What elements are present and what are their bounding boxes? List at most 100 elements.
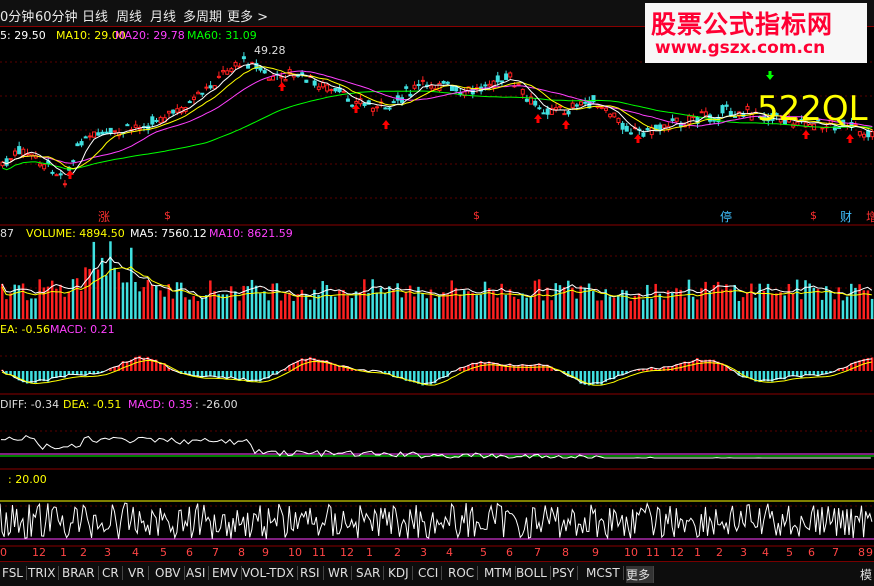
volume-bar	[542, 300, 545, 319]
date-axis-label: 3	[104, 546, 111, 559]
candle-body	[450, 86, 453, 91]
candle-body	[613, 113, 616, 117]
volume-bar	[251, 280, 254, 319]
indicator-tab-mcst[interactable]: MCST	[586, 566, 624, 580]
indicator-tab-vol-tdx[interactable]: VOL-TDX	[242, 566, 298, 580]
volume-bar	[296, 294, 299, 319]
volume-bar	[205, 295, 208, 319]
volume-bar	[18, 285, 21, 319]
indicator-tab-cci[interactable]: CCI	[418, 566, 442, 580]
tab-monthly[interactable]: 月线	[150, 6, 176, 25]
indicator-tab-mtm[interactable]: MTM	[484, 566, 516, 580]
volume-bar	[530, 296, 533, 319]
volume-bar	[679, 290, 682, 319]
candle-body	[346, 99, 349, 101]
event-marker-finance[interactable]: 财	[840, 208, 852, 225]
candle-body	[746, 106, 749, 109]
volume-bar	[838, 287, 841, 319]
volume-bar	[380, 287, 383, 319]
volume-bar	[434, 298, 437, 319]
candle-body	[575, 105, 578, 106]
volume-bar	[663, 300, 666, 319]
event-marker-increase[interactable]: 增	[866, 208, 874, 225]
candle-body	[84, 137, 87, 138]
candle-body	[222, 71, 225, 72]
indicator-tab-trix[interactable]: TRIX	[28, 566, 59, 580]
volume-bar	[555, 283, 558, 319]
volume-bar	[575, 299, 578, 319]
event-marker-suspend[interactable]: 停	[720, 208, 732, 225]
tab-weekly[interactable]: 周线	[116, 6, 142, 25]
indicator-tab-kdj[interactable]: KDJ	[388, 566, 413, 580]
candle-body	[388, 108, 391, 109]
volume-bars	[1, 241, 873, 319]
candle-body	[272, 76, 275, 80]
ma60-legend: MA60: 31.09	[187, 29, 257, 42]
candle-body	[517, 84, 520, 85]
candle-body	[101, 132, 104, 134]
ma5-line	[3, 64, 873, 176]
volume-bar	[492, 291, 495, 319]
volume-bar	[118, 272, 121, 319]
tab-more[interactable]: 更多 >	[227, 6, 268, 25]
volume-bar	[321, 281, 324, 319]
indicator-tab-psy[interactable]: PSY	[552, 566, 578, 580]
volume-bar	[534, 281, 537, 319]
volume-bar	[829, 291, 832, 319]
volume-bar	[5, 299, 8, 319]
signal-arrows	[66, 71, 854, 179]
macd-bar	[305, 359, 308, 371]
volume-bar	[30, 298, 32, 319]
volume-bar	[272, 284, 275, 319]
date-axis-label: 9	[262, 546, 269, 559]
indicator-tab-wr[interactable]: WR	[328, 566, 352, 580]
tab-daily[interactable]: 日线	[82, 6, 108, 25]
volume-bar	[704, 282, 707, 319]
indicator-tab--[interactable]: 模	[860, 566, 874, 583]
event-marker-dollar[interactable]: $	[164, 209, 171, 222]
date-axis-label: 12	[340, 546, 354, 559]
buy-signal-arrow	[534, 114, 542, 123]
event-marker-dollar[interactable]: $	[473, 209, 480, 222]
candle-body	[209, 86, 212, 88]
indicator-tab-rsi[interactable]: RSI	[300, 566, 324, 580]
indicator-tab-obv[interactable]: OBV	[155, 566, 185, 580]
volume-bar	[858, 284, 861, 319]
tab-30min[interactable]: 0分钟	[0, 6, 34, 25]
volume-bar	[84, 267, 87, 319]
buy-signal-arrow	[846, 134, 854, 143]
candle-body	[226, 71, 229, 74]
indicator-tab-asi[interactable]: ASI	[186, 566, 209, 580]
event-marker-limit-up[interactable]: 涨	[98, 208, 110, 225]
candle-body	[721, 106, 724, 113]
tab-multi-period[interactable]: 多周期	[183, 6, 222, 25]
indicator-tab-emv[interactable]: EMV	[212, 566, 242, 580]
volume-bar	[209, 280, 212, 319]
candle-body	[355, 102, 358, 104]
candle-body	[317, 87, 320, 90]
indicator-tab-vr[interactable]: VR	[128, 566, 149, 580]
candle-body	[417, 85, 420, 86]
volume-bar	[475, 295, 478, 319]
date-axis-label: 12	[670, 546, 684, 559]
volume-bar	[767, 284, 770, 319]
indicator-tab---[interactable]: 更多	[626, 566, 654, 583]
indicator-tab-brar[interactable]: BRAR	[62, 566, 99, 580]
volume-bar	[255, 286, 258, 319]
date-axis-label: 8	[562, 546, 569, 559]
indicator-tab-boll[interactable]: BOLL	[516, 566, 551, 580]
candle-body	[858, 132, 861, 136]
indicator-tab-cr[interactable]: CR	[102, 566, 123, 580]
indicator-tab-sar[interactable]: SAR	[356, 566, 384, 580]
date-axis-label: 10	[288, 546, 302, 559]
tab-60min[interactable]: 60分钟	[35, 6, 78, 25]
date-axis-label: 6	[808, 546, 815, 559]
stock-code-overlay: 522QL	[757, 89, 868, 129]
stock-chart[interactable]	[0, 26, 874, 561]
macd-dea-line	[2, 360, 872, 385]
indicator-tab-fsl[interactable]: FSL	[2, 566, 27, 580]
event-marker-dollar[interactable]: $	[810, 209, 817, 222]
indicator-tab-roc[interactable]: ROC	[448, 566, 478, 580]
volume-bar	[38, 279, 41, 319]
